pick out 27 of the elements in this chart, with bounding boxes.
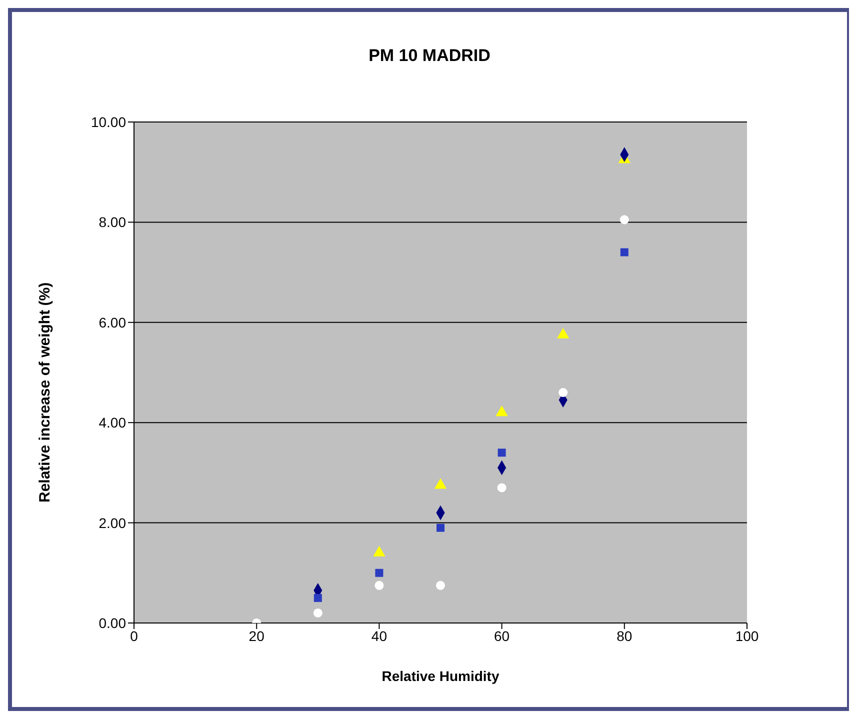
x-tick-label: 60 bbox=[494, 628, 510, 644]
y-tick-label: 6.00 bbox=[98, 314, 126, 330]
point bbox=[314, 594, 322, 602]
point bbox=[374, 580, 384, 590]
x-axis-title: Relative Humidity bbox=[382, 668, 500, 684]
point bbox=[496, 406, 508, 416]
y-tick-label: 8.00 bbox=[98, 214, 126, 230]
point bbox=[497, 483, 506, 492]
x-tick-label: 80 bbox=[616, 628, 632, 644]
point bbox=[313, 608, 322, 618]
y-tick-label: 0.00 bbox=[98, 614, 126, 631]
x-tick-label: 100 bbox=[735, 628, 759, 644]
x-tick-label: 20 bbox=[248, 628, 265, 644]
y-tick-label: 10.00 bbox=[90, 114, 126, 130]
point bbox=[436, 580, 446, 590]
y-tick-label: 4.00 bbox=[98, 414, 126, 431]
point bbox=[436, 524, 444, 532]
y-axis-title: Relative increase of weight (%) bbox=[36, 282, 54, 502]
y-tick-label: 2.00 bbox=[98, 514, 126, 531]
point bbox=[375, 568, 384, 577]
chart-title: PM 10 MADRID bbox=[368, 46, 492, 66]
point bbox=[498, 448, 506, 457]
point bbox=[558, 388, 568, 398]
point bbox=[620, 215, 629, 224]
x-tick-label: 40 bbox=[371, 628, 388, 644]
point bbox=[620, 248, 628, 256]
x-tick-label: 0 bbox=[130, 628, 138, 644]
